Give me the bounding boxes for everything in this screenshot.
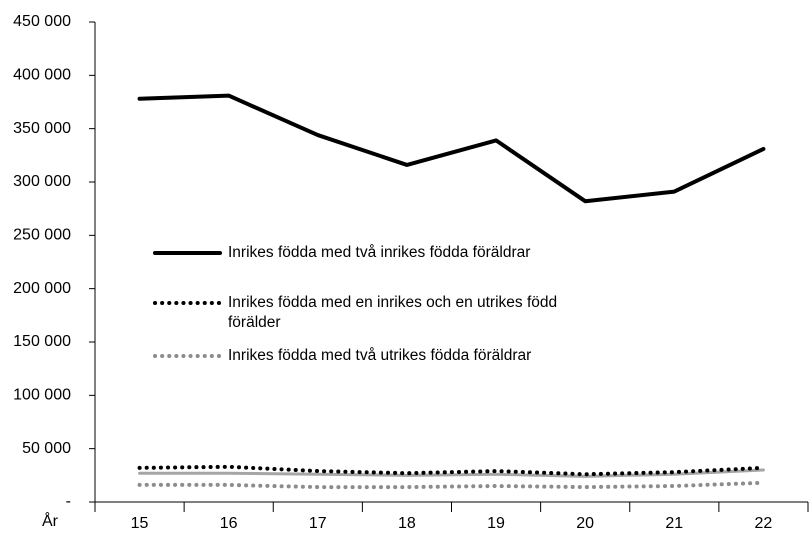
x-tick-label: 18	[398, 515, 416, 532]
y-tick-label: 350 000	[13, 120, 71, 137]
x-tick-label: 22	[755, 515, 773, 532]
series-line	[137, 93, 766, 204]
y-tick-label: 50 000	[22, 440, 71, 457]
x-tick-label: 20	[576, 515, 594, 532]
y-tick-label: -	[66, 493, 71, 510]
y-tick-label: 100 000	[13, 387, 71, 404]
y-tick-label: 300 000	[13, 173, 71, 190]
y-tick-label: 150 000	[13, 333, 71, 350]
legend-label: Inrikes födda med två utrikes födda förä…	[228, 347, 532, 364]
x-tick-label: 15	[131, 515, 149, 532]
y-tick-label: 200 000	[13, 280, 71, 297]
x-tick-label: 21	[665, 515, 683, 532]
x-tick-label: 16	[220, 515, 238, 532]
x-axis-label: År	[42, 511, 59, 530]
x-tick-label: 19	[487, 515, 505, 532]
y-tick-label: 400 000	[13, 67, 71, 84]
x-tick-label: 17	[309, 515, 327, 532]
y-tick-label: 450 000	[13, 13, 71, 30]
series-line	[137, 464, 766, 477]
legend-label: Inrikes födda med två inrikes födda förä…	[228, 244, 531, 261]
series-line	[137, 480, 766, 490]
legend-label: Inrikes födda med en inrikes och en utri…	[228, 294, 558, 331]
series-line	[138, 468, 765, 478]
y-tick-label: 250 000	[13, 227, 71, 244]
